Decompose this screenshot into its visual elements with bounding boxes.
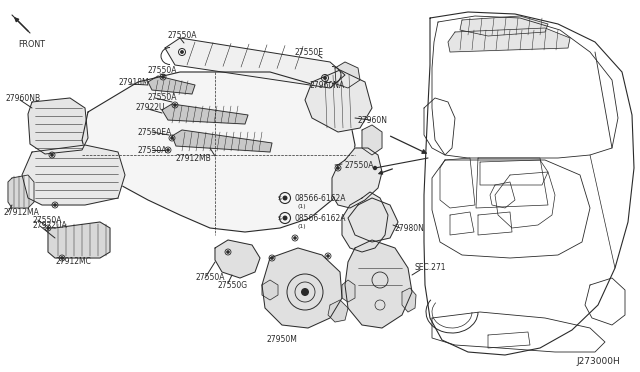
Circle shape bbox=[167, 149, 169, 151]
Polygon shape bbox=[335, 62, 360, 88]
Text: 27550A: 27550A bbox=[32, 215, 61, 224]
Polygon shape bbox=[348, 198, 398, 242]
Text: (1): (1) bbox=[298, 203, 307, 208]
Polygon shape bbox=[362, 125, 382, 155]
Polygon shape bbox=[402, 288, 416, 312]
Text: 27922U: 27922U bbox=[135, 103, 164, 112]
Text: 27550EA: 27550EA bbox=[138, 128, 172, 137]
Circle shape bbox=[54, 204, 56, 206]
Text: 27912MB: 27912MB bbox=[175, 154, 211, 163]
Polygon shape bbox=[165, 38, 345, 88]
Circle shape bbox=[47, 227, 49, 229]
Polygon shape bbox=[22, 145, 125, 205]
Text: 27550A: 27550A bbox=[148, 65, 177, 74]
Polygon shape bbox=[262, 248, 342, 328]
Text: 27550G: 27550G bbox=[218, 280, 248, 289]
Polygon shape bbox=[345, 240, 412, 328]
Circle shape bbox=[301, 288, 309, 296]
Polygon shape bbox=[342, 192, 388, 252]
Polygon shape bbox=[162, 104, 248, 124]
Polygon shape bbox=[28, 98, 88, 154]
Circle shape bbox=[227, 251, 229, 253]
Circle shape bbox=[294, 237, 296, 239]
Circle shape bbox=[282, 215, 287, 221]
Text: 08566-6162A: 08566-6162A bbox=[295, 193, 346, 202]
Circle shape bbox=[61, 257, 63, 259]
Polygon shape bbox=[8, 175, 34, 208]
Polygon shape bbox=[328, 300, 348, 322]
Text: 27912MA: 27912MA bbox=[3, 208, 39, 217]
Text: 27960NA: 27960NA bbox=[310, 80, 345, 90]
Circle shape bbox=[337, 167, 339, 169]
Circle shape bbox=[174, 104, 176, 106]
Text: SEC.271: SEC.271 bbox=[415, 263, 447, 273]
Polygon shape bbox=[215, 240, 260, 278]
Polygon shape bbox=[305, 70, 372, 132]
Text: 27550A: 27550A bbox=[148, 93, 177, 102]
Text: 08566-6162A: 08566-6162A bbox=[295, 214, 346, 222]
Polygon shape bbox=[332, 148, 382, 208]
Text: (1): (1) bbox=[298, 224, 307, 228]
Circle shape bbox=[51, 154, 53, 156]
Text: 27922UA: 27922UA bbox=[32, 221, 67, 230]
Text: S: S bbox=[278, 196, 282, 201]
Text: 27550A: 27550A bbox=[168, 31, 198, 39]
Circle shape bbox=[162, 76, 164, 78]
Polygon shape bbox=[172, 130, 272, 152]
Text: 27912MC: 27912MC bbox=[55, 257, 91, 266]
Polygon shape bbox=[48, 222, 110, 258]
Text: 27960NB: 27960NB bbox=[5, 93, 40, 103]
Circle shape bbox=[171, 137, 173, 139]
Polygon shape bbox=[448, 28, 570, 52]
Polygon shape bbox=[460, 16, 548, 36]
Circle shape bbox=[271, 257, 273, 259]
Polygon shape bbox=[342, 280, 355, 302]
Circle shape bbox=[374, 167, 376, 170]
Circle shape bbox=[324, 77, 326, 79]
Text: 27950M: 27950M bbox=[267, 336, 298, 344]
Text: 27918M: 27918M bbox=[118, 77, 148, 87]
Text: 27960N: 27960N bbox=[358, 115, 388, 125]
Text: 27550A: 27550A bbox=[195, 273, 225, 282]
Circle shape bbox=[327, 255, 329, 257]
Text: J273000H: J273000H bbox=[576, 357, 620, 366]
Text: 27550E: 27550E bbox=[295, 48, 324, 57]
Text: 27550A: 27550A bbox=[345, 160, 374, 170]
Polygon shape bbox=[82, 72, 355, 232]
Polygon shape bbox=[148, 76, 195, 94]
Text: 27980N: 27980N bbox=[395, 224, 425, 232]
Text: FRONT: FRONT bbox=[18, 39, 45, 48]
Text: 27550A: 27550A bbox=[138, 145, 168, 154]
Circle shape bbox=[282, 196, 287, 201]
Text: S: S bbox=[278, 215, 282, 221]
Circle shape bbox=[181, 51, 183, 53]
Polygon shape bbox=[262, 280, 278, 300]
